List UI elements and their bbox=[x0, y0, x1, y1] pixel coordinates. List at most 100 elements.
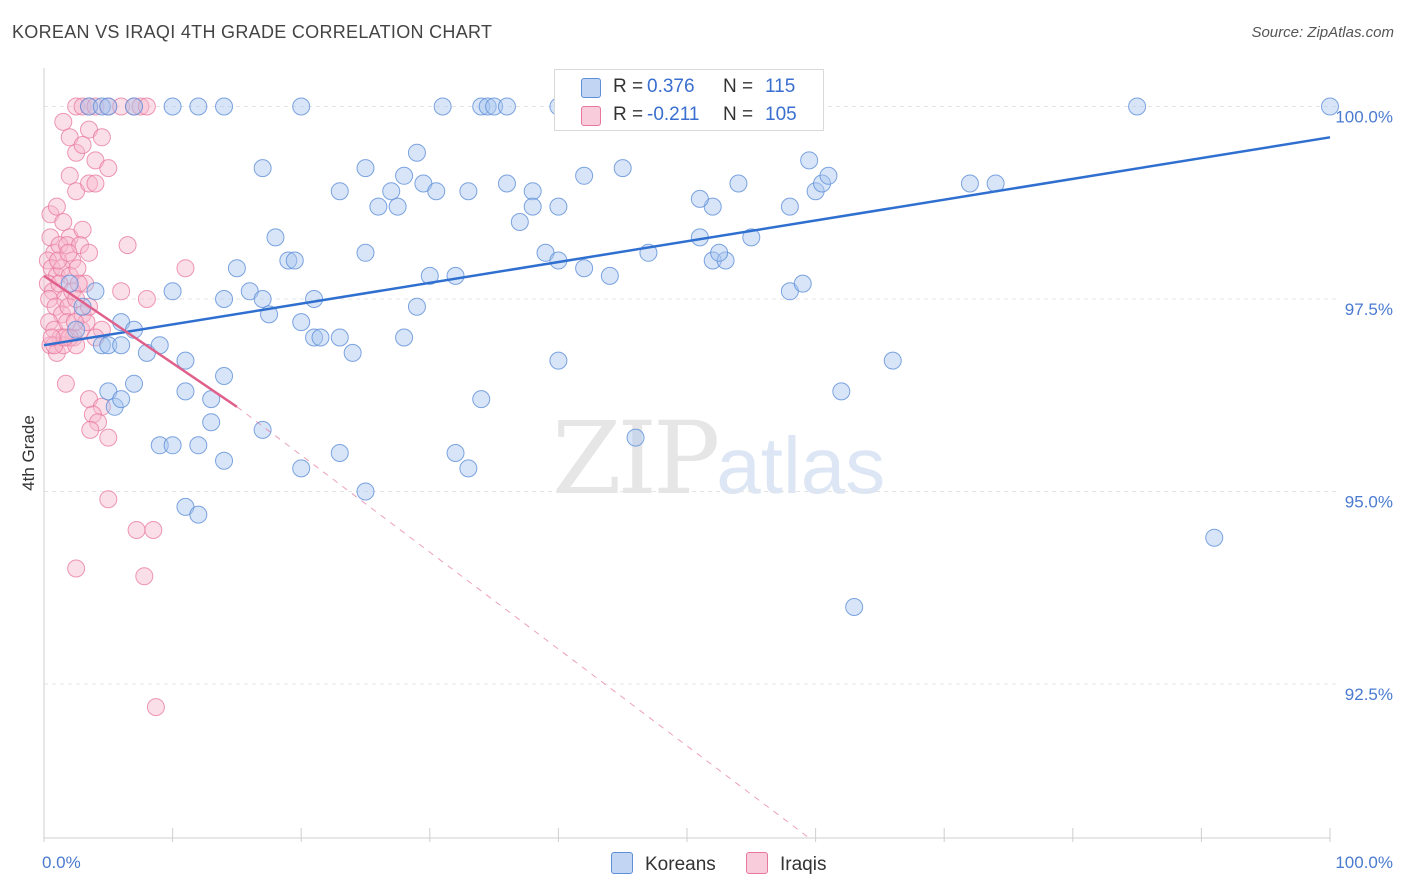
iraqis-point bbox=[146, 698, 165, 717]
koreans-point bbox=[215, 97, 234, 116]
correlation-legend: R = 0.376 N = 115 R = -0.211 N = 105 bbox=[554, 69, 824, 131]
iraqis-point bbox=[59, 243, 78, 262]
y-tick-label: 92.5% bbox=[1345, 685, 1393, 704]
koreans-trend-line bbox=[43, 136, 1331, 347]
koreans-point bbox=[549, 351, 568, 370]
iraqis-point bbox=[92, 397, 111, 416]
iraqis-point bbox=[69, 274, 88, 293]
koreans-point bbox=[497, 97, 516, 116]
iraqis-point bbox=[118, 236, 137, 255]
koreans-point bbox=[703, 251, 722, 270]
koreans-point bbox=[420, 266, 439, 285]
koreans-point bbox=[330, 182, 349, 201]
koreans-point bbox=[1321, 97, 1339, 116]
chart-title: KOREAN VS IRAQI 4TH GRADE CORRELATION CH… bbox=[12, 22, 493, 42]
y-tick-label: 97.5% bbox=[1345, 300, 1393, 319]
iraqis-point bbox=[73, 97, 92, 116]
iraqis-point bbox=[58, 313, 77, 332]
legend-n-value: 115 bbox=[765, 76, 796, 97]
watermark-zip: ZIP bbox=[552, 400, 720, 517]
axis-labels: 100.0% 97.5% 95.0% 92.5% 0.0% 100.0% 4th Grade bbox=[19, 108, 1393, 873]
koreans-point bbox=[305, 328, 324, 347]
legend-row-koreans: R = 0.376 N = 115 bbox=[555, 73, 823, 101]
koreans-point bbox=[523, 182, 542, 201]
legend-swatch-koreans bbox=[581, 78, 601, 98]
koreans-point bbox=[407, 297, 426, 316]
iraqis-point bbox=[59, 297, 78, 316]
iraqis-point bbox=[80, 174, 99, 193]
koreans-point bbox=[388, 197, 407, 216]
koreans-point bbox=[330, 328, 349, 347]
iraqis-point bbox=[60, 166, 79, 185]
koreans-point bbox=[80, 97, 99, 116]
koreans-point bbox=[163, 97, 182, 116]
grid bbox=[44, 106, 1340, 685]
axes bbox=[43, 68, 1331, 842]
legend-r-value: 0.376 bbox=[647, 76, 695, 97]
iraqis-point bbox=[42, 328, 61, 347]
koreans-point bbox=[1205, 528, 1224, 547]
bottom-legend-koreans: Koreans bbox=[611, 852, 716, 876]
iraqis-point bbox=[50, 236, 69, 255]
legend-n-label: N = bbox=[723, 76, 754, 97]
series-iraqis-points bbox=[38, 97, 195, 717]
trend-lines bbox=[43, 136, 1331, 839]
koreans-point bbox=[125, 97, 144, 116]
iraqis-point bbox=[137, 97, 156, 116]
iraqis-point bbox=[135, 567, 154, 586]
iraqis-point bbox=[86, 174, 105, 193]
iraqis-point bbox=[60, 266, 79, 285]
chart-source: Source: ZipAtlas.com bbox=[1251, 24, 1394, 41]
koreans-point bbox=[343, 343, 362, 362]
bottom-legend-swatch-iraqis bbox=[746, 852, 768, 874]
koreans-point bbox=[176, 351, 195, 370]
legend-row-iraqis: R = -0.211 N = 105 bbox=[555, 101, 823, 129]
koreans-point bbox=[446, 266, 465, 285]
koreans-point bbox=[780, 197, 799, 216]
koreans-point bbox=[845, 598, 864, 616]
koreans-point bbox=[86, 282, 105, 301]
koreans-point bbox=[832, 382, 851, 401]
koreans-point bbox=[626, 428, 645, 447]
y-tick-label: 95.0% bbox=[1345, 493, 1393, 512]
iraqis-point bbox=[92, 128, 111, 147]
iraqis-point bbox=[127, 521, 146, 539]
iraqis-point bbox=[67, 559, 86, 578]
koreans-point bbox=[813, 174, 832, 193]
iraqis-point bbox=[112, 97, 131, 116]
iraqis-point bbox=[99, 490, 118, 509]
iraqis-point bbox=[73, 220, 92, 239]
koreans-point bbox=[189, 505, 208, 524]
koreans-point bbox=[356, 243, 375, 262]
koreans-point bbox=[105, 397, 124, 416]
iraqis-point bbox=[40, 290, 59, 308]
koreans-point bbox=[600, 266, 619, 285]
koreans-point bbox=[800, 151, 819, 170]
koreans-point bbox=[510, 213, 529, 231]
koreans-point bbox=[150, 436, 169, 455]
koreans-point bbox=[1128, 97, 1147, 116]
koreans-point bbox=[472, 97, 491, 116]
koreans-point bbox=[92, 97, 111, 116]
legend-r-label: R = bbox=[613, 76, 644, 97]
koreans-point bbox=[485, 97, 504, 116]
koreans-point bbox=[292, 459, 311, 478]
koreans-point bbox=[459, 182, 478, 201]
koreans-point bbox=[716, 251, 735, 270]
iraqis-point bbox=[89, 413, 108, 432]
legend-r-value: -0.211 bbox=[647, 104, 700, 125]
koreans-point bbox=[883, 351, 902, 370]
iraqis-point bbox=[49, 251, 68, 270]
koreans-point bbox=[311, 328, 330, 347]
koreans-point bbox=[202, 413, 221, 432]
iraqis-trend-extension bbox=[236, 406, 810, 839]
koreans-point bbox=[285, 251, 304, 270]
watermark-atlas: atlas bbox=[716, 421, 886, 510]
iraqis-point bbox=[65, 313, 84, 332]
iraqis-point bbox=[137, 290, 156, 308]
koreans-point bbox=[356, 159, 375, 178]
koreans-point bbox=[176, 382, 195, 401]
bottom-legend-label-koreans: Koreans bbox=[645, 854, 716, 875]
iraqis-point bbox=[67, 97, 86, 116]
